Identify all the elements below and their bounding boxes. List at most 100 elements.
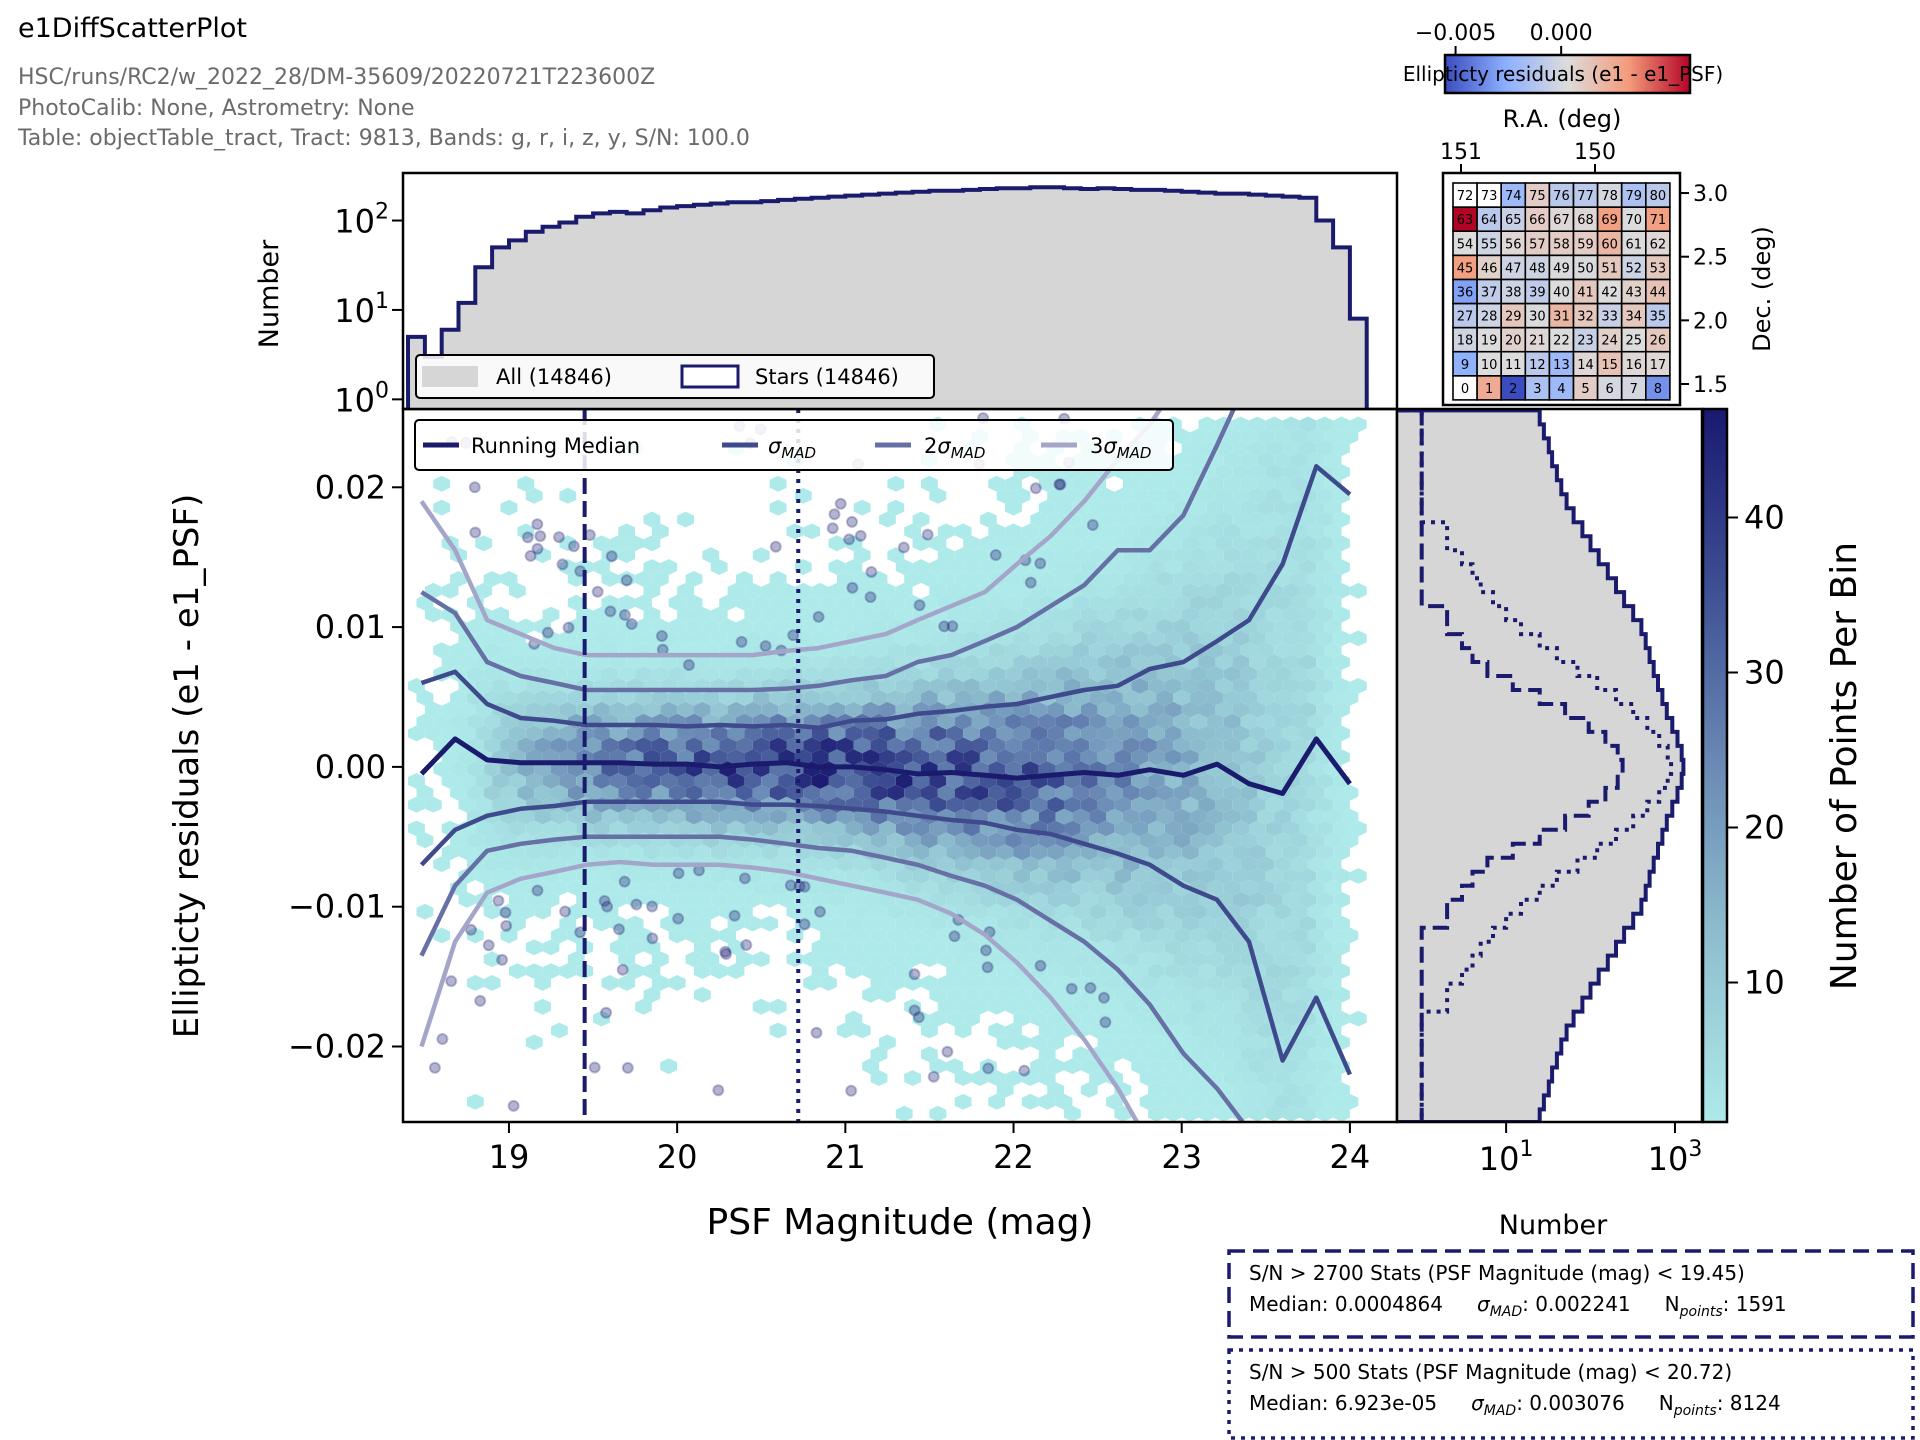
hexbin-cell [1139,618,1157,635]
patch-id-label: 69 [1601,213,1618,228]
hexbin-cell [1257,951,1275,968]
hexbin-cell [702,737,720,754]
hexbin-cell [1038,1070,1056,1086]
hexbin-cell [761,773,779,789]
hexbin-cell [719,689,736,706]
hexbin-cell [1005,499,1022,516]
side-histogram-panel [1397,409,1686,1122]
hexbin-cell [1148,844,1165,861]
scatter-point [938,620,951,633]
hexbin-cell [1307,1093,1325,1110]
hexbin-cell [1316,416,1334,433]
hexbin-cell [635,808,652,825]
scatter-point [912,1011,925,1024]
hexbin-cell [1181,868,1199,884]
patch-id-label: 76 [1553,189,1570,204]
scatter-point [787,629,800,642]
hexbin-cell [946,654,964,670]
legend-prefix: 3 [1090,434,1103,458]
hexbin-cell [1206,475,1224,492]
hexbin-cell [593,559,610,575]
hexbin-cell [1291,666,1308,682]
hexbin-cell [870,594,888,611]
hexbin-cell [1139,903,1157,920]
hexbin-cell [1223,642,1241,659]
hexbin-cell [786,523,804,540]
hexbin-cell [500,856,518,873]
hexbin-cell [870,927,888,944]
hexbin-cell [912,511,930,528]
hexbin-cell [1021,808,1039,825]
hexbin-cell [752,808,770,825]
hexbin-cell [988,475,1006,492]
hexbin-cell [862,868,879,884]
hexbin-cell [937,832,955,849]
hexbin-cell [912,535,930,552]
hexbin-cell [1030,1010,1048,1027]
hexbin-cell [1240,594,1258,611]
hexbin-cell [879,986,896,1003]
hexbin-cell [584,784,602,801]
hexbin-cell [845,535,863,552]
hexbin-cell [609,725,627,742]
hexbin-cell [1307,927,1325,944]
patch-id-label: 59 [1577,237,1594,252]
hexbin-cell [752,594,770,611]
hexbin-cell [828,725,846,742]
patch-id-label: 24 [1601,334,1618,349]
hexbin-cell [1021,856,1039,873]
hexbin-cell [946,725,964,742]
hexbin-cell [609,820,627,837]
hexbin-cell [567,903,585,920]
patch-id-label: 30 [1529,310,1546,325]
hexbin-cell [441,844,459,861]
hexbin-cell [559,820,577,837]
tract-patch [1548,206,1575,233]
hexbin-cell [626,891,644,908]
hexbin-cell [1333,915,1350,932]
n-value: : 1591 [1723,1292,1787,1316]
hexbin-cell [685,927,703,944]
hexbin-cell [433,856,451,873]
hexbin-cell [1324,571,1342,587]
hexbin-cell [551,784,568,801]
hexbin-cell [1164,701,1182,718]
hexbin-cell [517,808,535,825]
hexbin-cell [1139,642,1157,659]
hexbin-cell [1164,1105,1182,1122]
scatter-point [1024,576,1037,589]
hexbin-cell [887,737,905,754]
hexbin-cell [1341,1093,1359,1110]
tract-patch [1596,182,1623,208]
patch-id-label: 32 [1577,310,1594,325]
hexbin-cell [1148,725,1165,742]
scatter-point [604,605,617,618]
patch-id-label: 2 [1509,382,1517,397]
hexbin-cell [1291,713,1308,730]
hexbin-cell [1316,630,1334,647]
hexbin-cell [618,927,636,944]
hexbin-cell [702,666,720,682]
hexbin-cell [1265,701,1283,718]
scatter-point [843,533,856,546]
hexbin-cell [979,963,997,979]
hexbin-cell [1240,523,1258,540]
scatter-point [556,558,569,571]
hexbin-cell [921,880,938,896]
hexbin-cell [1005,642,1022,659]
hexbin-cell [1106,713,1123,730]
hexbin-cell [921,713,938,730]
scatter-point [588,1061,601,1074]
hexbin-cell [1291,1070,1308,1086]
hexbin-cell [416,903,434,920]
hexbin-cell [786,594,804,611]
hexbin-cell [1307,689,1325,706]
hexbin-cell [988,951,1006,968]
hexbin-cell [828,820,846,837]
hexbin-cell [1215,749,1233,766]
hexbin-cell [475,535,493,552]
hexbin-cell [736,571,753,587]
hexbin-cell [509,891,526,908]
scatter-point [769,540,782,553]
hexbin-cell [559,630,577,647]
